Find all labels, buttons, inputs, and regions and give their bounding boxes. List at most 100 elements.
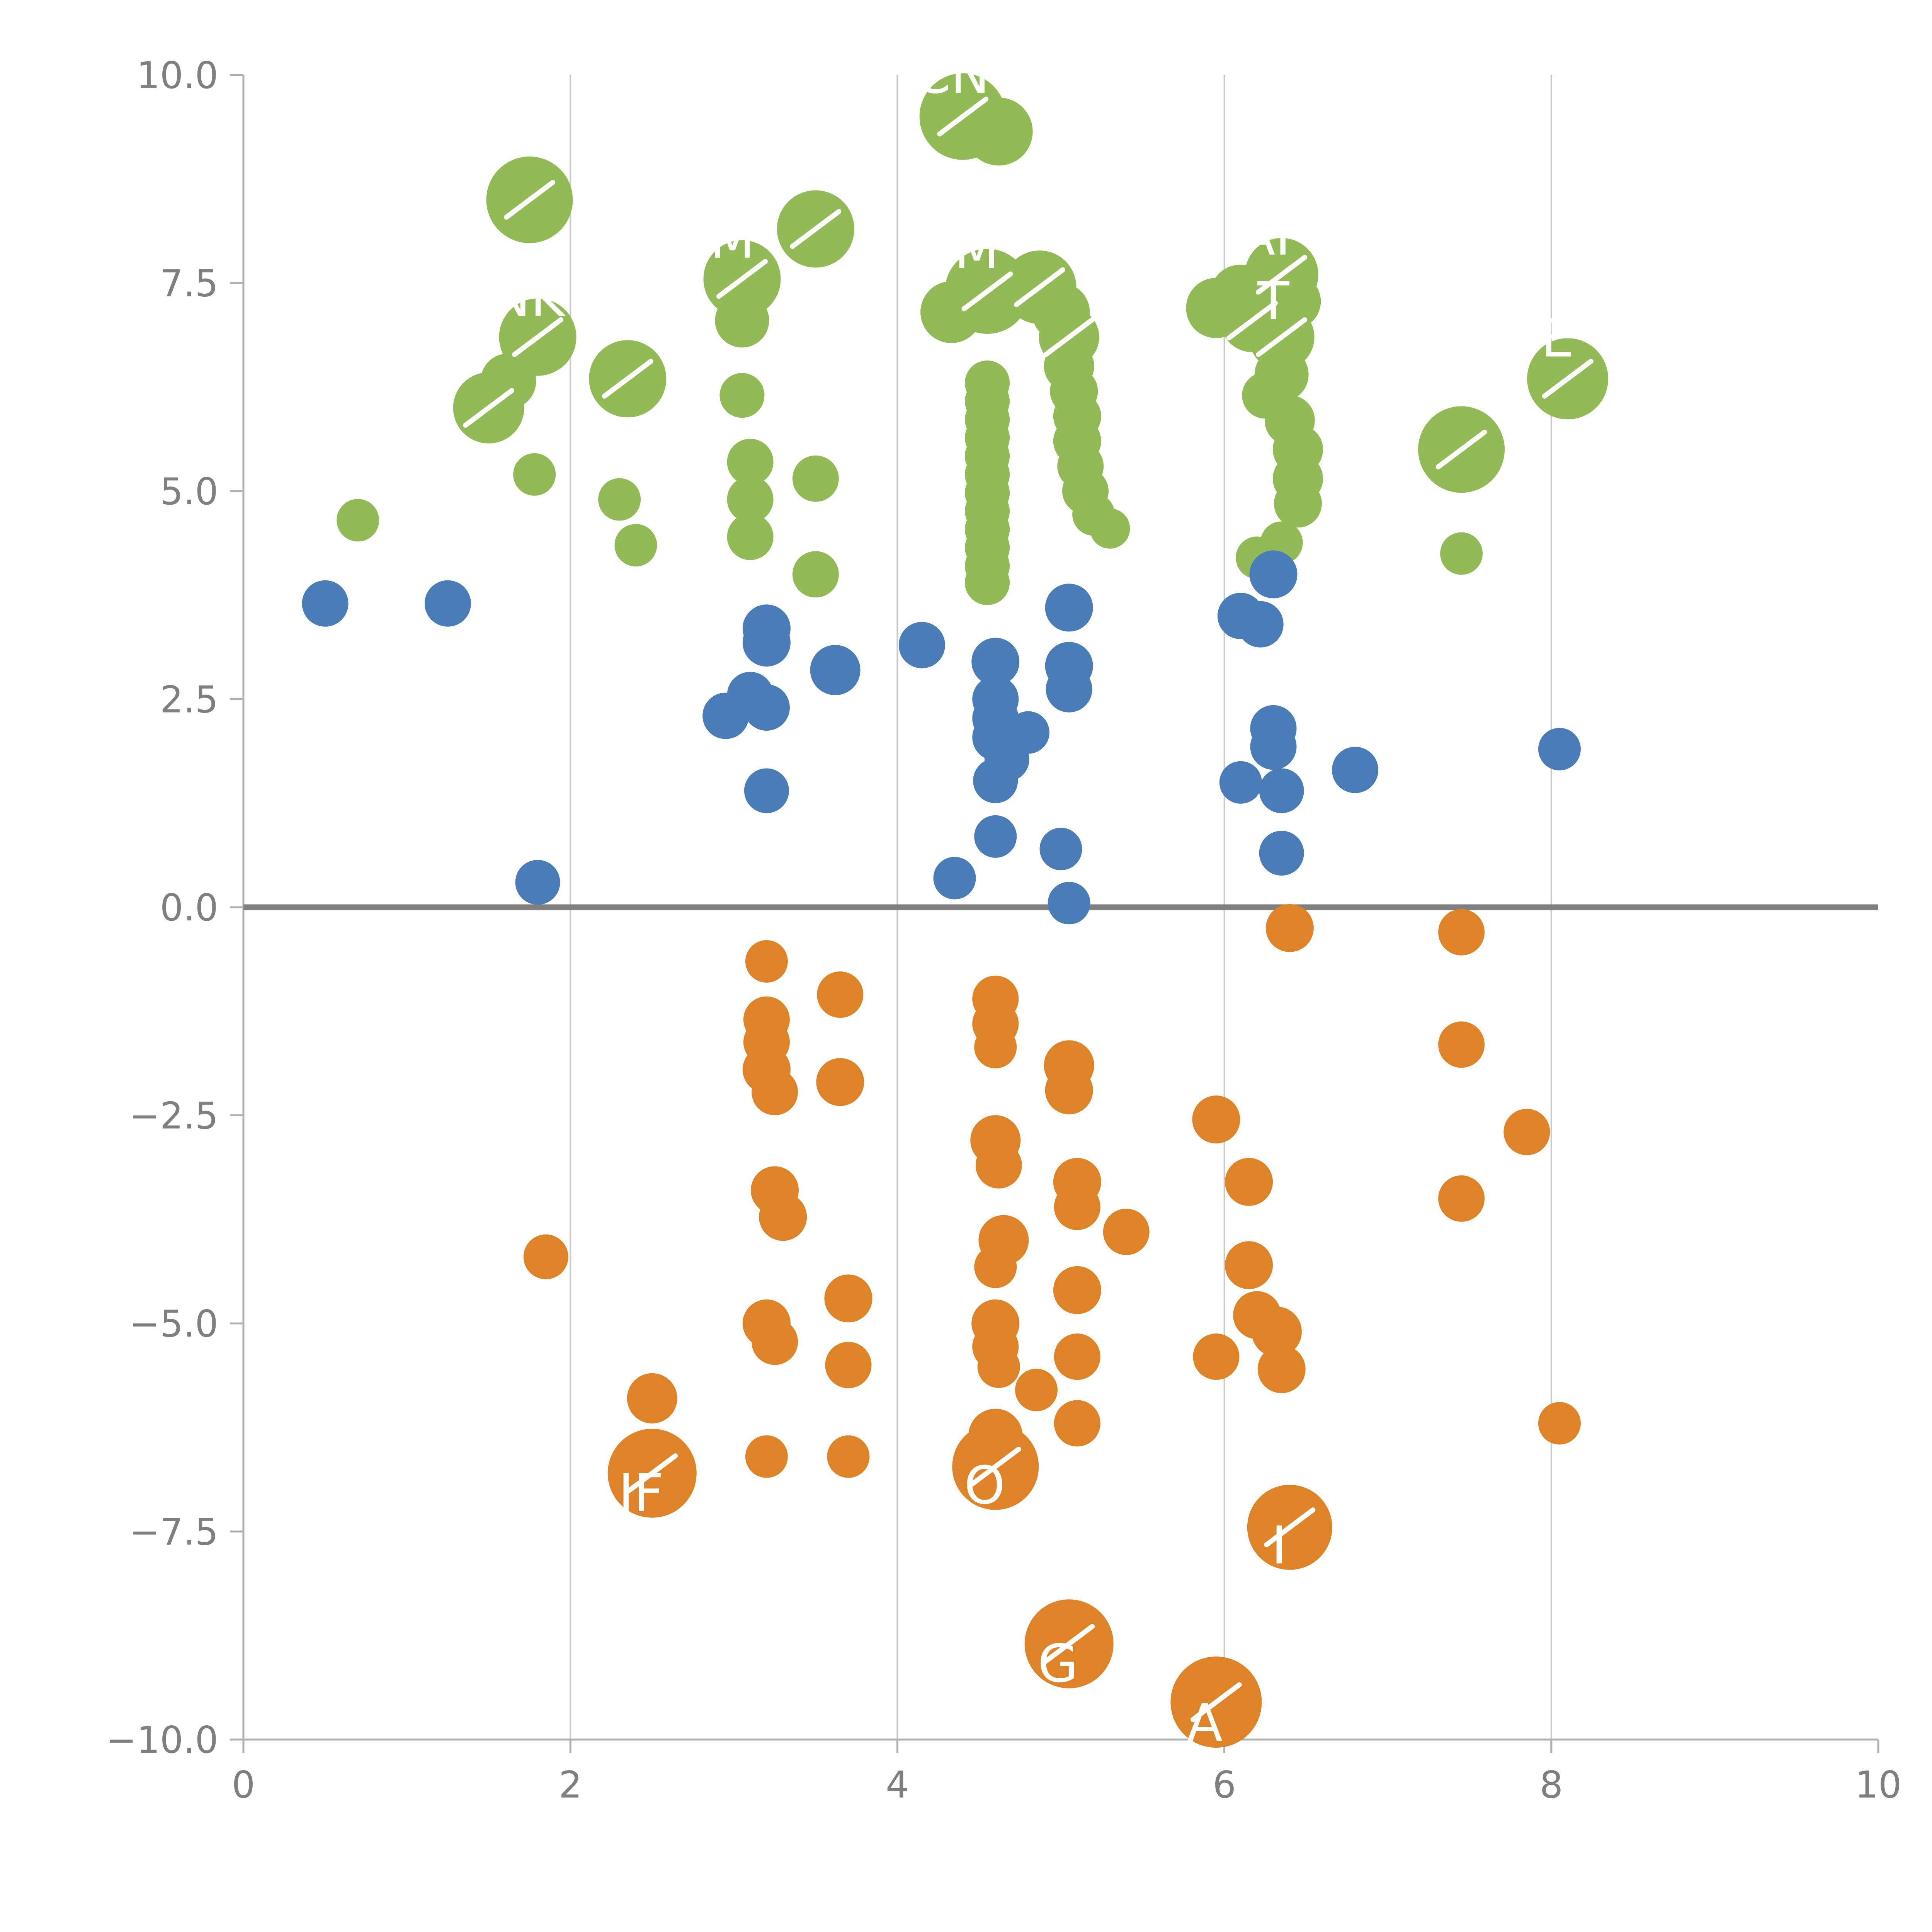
data-point	[810, 645, 861, 696]
point-label: IF	[618, 1463, 663, 1523]
label-leader-line	[790, 209, 842, 249]
y-axis-tick-label: 5.0	[160, 471, 218, 513]
data-point	[515, 860, 560, 905]
data-point	[627, 1373, 677, 1423]
label-leader-line	[1256, 317, 1308, 357]
label-leader-line	[1043, 317, 1095, 357]
data-point	[1259, 830, 1304, 876]
data-point	[1538, 1402, 1581, 1445]
label-leader-line	[1043, 1624, 1095, 1664]
data-point	[424, 580, 471, 627]
data-point	[744, 768, 789, 813]
data-point	[719, 373, 765, 418]
point-label: G	[1038, 1633, 1078, 1694]
y-axis-tick-label: 10.0	[136, 54, 218, 97]
data-point	[792, 455, 839, 502]
label-leader-line	[1264, 1507, 1316, 1548]
data-point	[1048, 882, 1090, 925]
data-point	[964, 97, 1033, 166]
data-point	[1053, 1266, 1101, 1314]
data-point	[1046, 666, 1092, 713]
data-point	[1251, 1306, 1302, 1357]
data-point	[1503, 1109, 1550, 1155]
label-leader-line	[503, 180, 555, 220]
y-axis-tick-label: −7.5	[129, 1511, 218, 1554]
data-point	[302, 580, 349, 627]
data-point	[523, 1234, 568, 1279]
label-leader-line	[602, 359, 653, 399]
label-leader-line	[1256, 255, 1308, 295]
data-point	[1054, 1400, 1100, 1447]
data-point	[898, 622, 945, 668]
point-label: M	[954, 220, 999, 281]
data-point	[1193, 1333, 1240, 1380]
data-point	[1440, 532, 1483, 575]
label-leader-line	[1542, 359, 1594, 399]
label-leader-line	[1226, 300, 1278, 340]
label-leader-line	[937, 97, 989, 137]
data-point	[977, 1345, 1020, 1388]
label-leader-line	[1190, 1682, 1242, 1722]
data-point	[727, 514, 774, 560]
data-point	[513, 453, 556, 496]
data-point	[1237, 601, 1284, 648]
data-point	[752, 1318, 798, 1365]
label-leader-line	[1435, 429, 1487, 469]
point-label: M	[710, 209, 755, 270]
data-point	[727, 476, 774, 523]
data-point	[1438, 1021, 1485, 1068]
data-point	[965, 560, 1010, 605]
data-point	[824, 1274, 872, 1323]
data-point	[825, 1342, 872, 1388]
label-leader-line	[1014, 267, 1065, 307]
data-point	[1103, 1209, 1150, 1255]
data-point	[614, 524, 657, 567]
data-point	[792, 551, 839, 598]
data-point	[974, 1026, 1017, 1068]
data-point	[1274, 480, 1322, 528]
data-point	[816, 1058, 864, 1106]
x-axis-tick-label: 2	[559, 1764, 582, 1806]
point-label: O	[964, 1455, 1005, 1516]
data-point	[1259, 768, 1304, 813]
point-label: CN	[914, 44, 990, 105]
data-point	[1538, 728, 1581, 770]
data-point	[1265, 904, 1314, 952]
x-axis-tick-label: 8	[1540, 1764, 1563, 1806]
data-point	[1250, 723, 1297, 770]
data-point	[973, 758, 1018, 803]
y-axis-tick-label: −5.0	[129, 1303, 218, 1345]
data-point	[727, 439, 774, 485]
data-point	[742, 619, 791, 667]
data-point	[933, 857, 976, 900]
data-point	[1332, 747, 1379, 793]
point-label: AF	[1240, 206, 1305, 267]
data-point	[743, 684, 790, 731]
data-point	[1054, 1184, 1100, 1230]
data-point	[1438, 1175, 1485, 1222]
label-leader-line	[512, 317, 564, 357]
data-point	[715, 293, 769, 348]
data-point	[1090, 508, 1130, 549]
data-point	[337, 499, 379, 542]
data-point	[1257, 1345, 1306, 1393]
y-axis-tick-label: −2.5	[129, 1095, 218, 1138]
data-point	[975, 1142, 1022, 1189]
data-point	[1225, 1158, 1273, 1206]
data-point	[827, 1435, 870, 1478]
data-point	[1045, 1066, 1093, 1114]
data-point	[974, 815, 1017, 858]
data-point	[974, 1245, 1017, 1288]
label-leader-line	[961, 271, 1013, 311]
data-point	[817, 971, 864, 1018]
data-point	[1054, 1333, 1100, 1380]
data-point	[752, 1069, 798, 1116]
data-point	[759, 1193, 807, 1241]
label-leader-line	[463, 388, 515, 428]
data-point	[745, 1435, 788, 1478]
data-point	[1015, 1369, 1058, 1412]
point-label: NK	[492, 268, 566, 328]
y-axis-tick-label: 2.5	[160, 679, 218, 721]
